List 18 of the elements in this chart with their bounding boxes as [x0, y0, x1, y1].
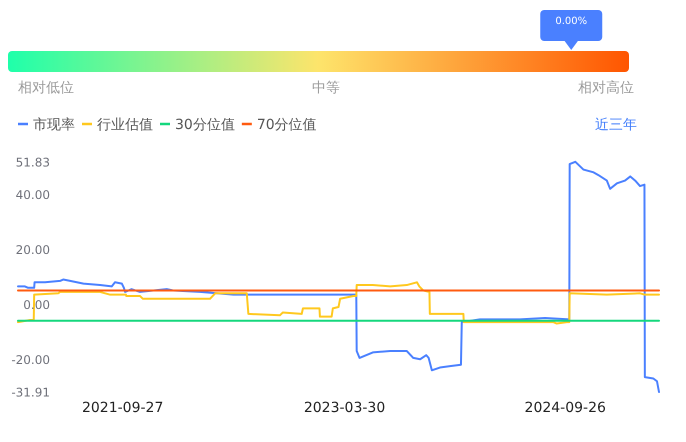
- category-label: 相对低位: [18, 80, 74, 96]
- legend-label: 市现率: [33, 117, 75, 133]
- line-series: [17, 281, 660, 325]
- x-tick-label: 2023-03-30: [304, 400, 386, 416]
- y-tick-label: 40.00: [16, 188, 50, 202]
- text: 近三年: [595, 117, 637, 133]
- category-label: 中等: [312, 80, 340, 96]
- legend-label: 行业估值: [97, 117, 153, 133]
- y-tick-label: -31.91: [11, 386, 50, 400]
- legend-label: 70分位值: [256, 117, 317, 133]
- legend-label: 30分位值: [175, 117, 235, 133]
- x-tick-label: 2024-09-26: [524, 400, 606, 416]
- y-tick-label: 51.83: [16, 155, 50, 170]
- category-label: 相对高位: [578, 80, 634, 96]
- y-tick-label: -20.00: [11, 352, 50, 367]
- tooltip: 0.00%: [540, 10, 602, 50]
- x-tick-label: 2021-09-27: [82, 400, 164, 416]
- y-tick-label: 20.00: [16, 242, 50, 257]
